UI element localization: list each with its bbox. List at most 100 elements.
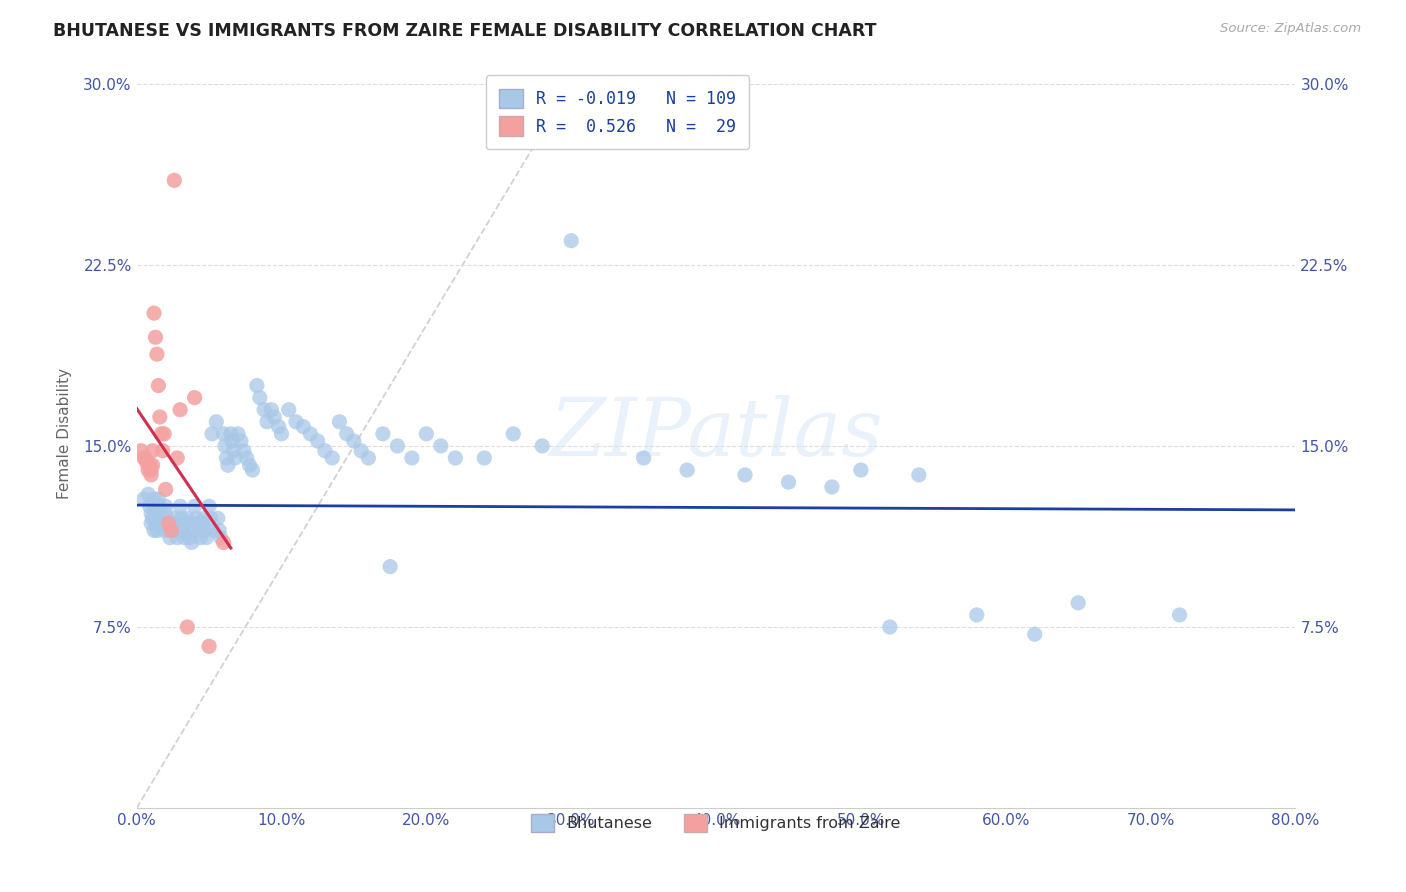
Point [148,491,170,506]
Point [149,409,172,424]
Point [209,531,232,545]
Point [136,456,159,470]
Point [219,426,242,441]
Point [132,491,155,506]
Point [328,415,350,429]
Point [221,434,243,448]
Point [1168,607,1191,622]
Y-axis label: Female Disability: Female Disability [58,368,72,500]
Point [138,500,160,514]
Point [299,426,322,441]
Point [139,516,162,531]
Point [138,458,160,473]
Point [285,415,308,429]
Point [232,443,254,458]
Point [193,511,215,525]
Point [134,450,156,465]
Point [336,426,359,441]
Point [179,531,201,545]
Point [142,458,165,473]
Point [156,516,179,531]
Point [153,426,176,441]
Point [350,443,373,458]
Point [239,458,262,473]
Point [198,640,221,654]
Point [201,426,224,441]
Point [235,450,257,465]
Point [908,467,931,482]
Point [139,463,162,477]
Point [676,463,699,477]
Point [166,450,188,465]
Point [160,524,183,538]
Point [155,507,177,521]
Point [267,419,290,434]
Point [139,467,162,482]
Point [260,402,283,417]
Point [472,450,495,465]
Point [148,378,170,392]
Point [307,434,329,448]
Point [214,439,236,453]
Point [200,511,222,525]
Point [145,330,167,344]
Point [183,500,205,514]
Point [212,535,235,549]
Point [145,516,167,531]
Point [183,391,205,405]
Point [314,443,336,458]
Point [879,620,901,634]
Point [143,491,166,506]
Point [180,535,202,549]
Point [208,524,231,538]
Point [136,487,159,501]
Point [155,500,177,514]
Point [222,443,245,458]
Point [560,234,582,248]
Point [734,467,756,482]
Point [191,516,214,531]
Point [142,511,165,525]
Point [163,173,186,187]
Point [195,531,218,545]
Point [159,531,181,545]
Point [229,434,252,448]
Point [292,419,315,434]
Point [172,524,194,538]
Point [194,524,217,538]
Point [415,426,437,441]
Point [357,450,380,465]
Point [149,500,172,514]
Point [142,443,165,458]
Point [176,511,198,525]
Point [157,524,180,538]
Point [207,511,229,525]
Point [226,426,249,441]
Point [242,463,264,477]
Point [430,439,453,453]
Text: BHUTANESE VS IMMIGRANTS FROM ZAIRE FEMALE DISABILITY CORRELATION CHART: BHUTANESE VS IMMIGRANTS FROM ZAIRE FEMAL… [53,22,877,40]
Point [165,524,187,538]
Point [162,516,184,531]
Point [263,409,285,424]
Point [1067,596,1090,610]
Point [821,480,844,494]
Point [143,306,166,320]
Point [129,443,152,458]
Point [146,347,169,361]
Point [246,378,269,392]
Point [378,559,401,574]
Point [173,531,195,545]
Point [224,450,246,465]
Legend: Bhutanese, Immigrants from Zaire: Bhutanese, Immigrants from Zaire [519,801,914,845]
Point [401,450,423,465]
Point [139,507,162,521]
Point [155,483,177,497]
Point [145,507,167,521]
Point [176,620,198,634]
Point [136,463,159,477]
Point [217,458,239,473]
Point [150,516,173,531]
Text: Source: ZipAtlas.com: Source: ZipAtlas.com [1220,22,1361,36]
Text: ZIPatlas: ZIPatlas [550,395,883,473]
